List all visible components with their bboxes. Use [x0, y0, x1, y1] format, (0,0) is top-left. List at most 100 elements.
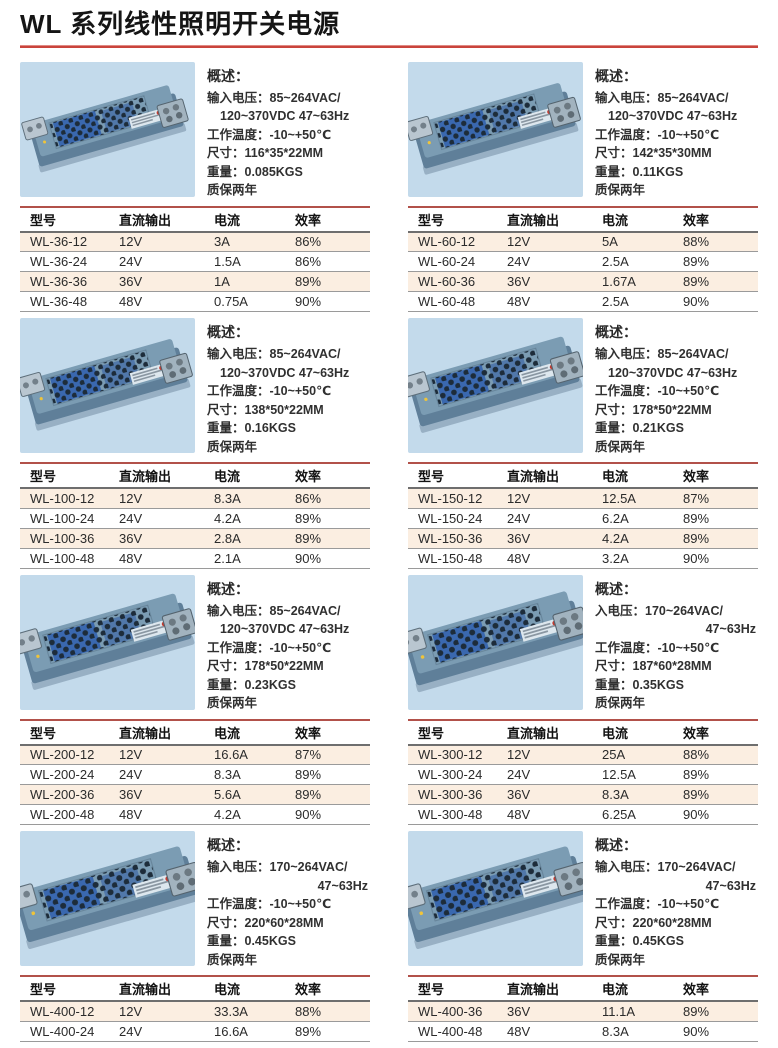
- model-cell: WL-200-24: [30, 767, 95, 782]
- current-cell: 1.67A: [602, 274, 636, 289]
- column-header: 型号: [20, 206, 119, 233]
- spec-line: 120~370VDC 47~63Hz: [220, 109, 350, 123]
- voltage-cell: 24V: [507, 767, 531, 782]
- efficiency-cell: 89%: [295, 767, 322, 782]
- table-row: WL-60-48 48V 2.5A 90%: [408, 292, 758, 312]
- spec-line: 工作温度：-10~+50℃: [595, 897, 720, 911]
- spec-table: 型号 直流输出 电流 效率 WL-60-12 12V 5A 88% WL-60-24 24V 2.…: [408, 205, 758, 312]
- table-row: WL-300-24 24V 12.5A 89%: [408, 765, 758, 785]
- spec-table: 型号 直流输出 电流 效率 WL-400-36 36V 11.1A 89% WL-400-48…: [408, 975, 758, 1042]
- table-header-row: 型号 直流输出 电流 效率: [20, 976, 370, 1002]
- column-header: 电流: [602, 463, 683, 489]
- spec-line: 尺寸：116*35*22MM: [207, 146, 324, 160]
- efficiency-cell: 89%: [683, 530, 710, 546]
- spec-line: 质保两年: [207, 183, 258, 197]
- product-photo: [20, 318, 195, 453]
- spec-table: 型号 直流输出 电流 效率 WL-150-12 12V 12.5A 87% WL-150-24…: [408, 462, 758, 569]
- spec-line: 尺寸：187*60*28MM: [595, 659, 712, 673]
- column-header: 效率: [295, 463, 370, 489]
- spec-line: 入电压：170~264VAC/: [595, 603, 723, 618]
- model-cell: WL-300-48: [418, 807, 483, 822]
- product-photo: [408, 61, 583, 197]
- current-cell: 16.6A: [214, 747, 248, 763]
- product-section-WL-200: 概述： 输入电压：85~264VAC/120~370VDC 47~63Hz 工作温…: [20, 574, 370, 825]
- spec-table: 型号 直流输出 电流 效率 WL-100-12 12V 8.3A 86% WL-100-24 2…: [20, 462, 370, 569]
- table-row: WL-300-48 48V 6.25A 90%: [408, 805, 758, 825]
- voltage-cell: 48V: [507, 1023, 531, 1039]
- model-cell: WL-60-24: [418, 254, 476, 269]
- spec-line: 重量：0.11KGS: [595, 164, 684, 179]
- efficiency-cell: 88%: [295, 1003, 322, 1019]
- section-top: 概述： 输入电压：170~264VAC/47~63Hz 工作温度：-10~+50℃…: [408, 831, 758, 973]
- model-cell: WL-200-48: [30, 807, 95, 822]
- column-header: 型号: [20, 976, 119, 1002]
- table-row: WL-200-12 12V 16.6A 87%: [20, 744, 370, 765]
- table-row: WL-60-36 36V 1.67A 89%: [408, 271, 758, 292]
- table-row: WL-100-12 12V 8.3A 86%: [20, 488, 370, 508]
- current-cell: 4.2A: [214, 510, 241, 526]
- spec-line: 输入电压：85~264VAC/: [595, 90, 729, 105]
- table-header-row: 型号 直流输出 电流 效率: [408, 206, 758, 233]
- overview-heading: 概述：: [595, 324, 637, 340]
- voltage-cell: 48V: [119, 294, 143, 309]
- column-header: 直流输出: [119, 719, 214, 746]
- efficiency-cell: 89%: [295, 1023, 322, 1039]
- model-cell: WL-36-36: [30, 274, 88, 289]
- product-section-WL-36: 概述： 输入电压：85~264VAC/120~370VDC 47~63Hz 工作温…: [20, 61, 370, 312]
- column-header: 电流: [214, 719, 295, 746]
- column-header: 型号: [408, 976, 507, 1002]
- product-description: 概述： 输入电压：85~264VAC/120~370VDC 47~63Hz 工作温…: [207, 318, 370, 460]
- product-description: 概述： 输入电压：170~264VAC/47~63Hz 工作温度：-10~+50℃…: [207, 831, 370, 973]
- spec-line: 质保两年: [595, 952, 646, 967]
- sections-grid: 概述： 输入电压：85~264VAC/120~370VDC 47~63Hz 工作温…: [20, 61, 758, 1048]
- model-cell: WL-300-36: [418, 787, 483, 802]
- model-cell: WL-150-12: [418, 490, 483, 506]
- model-cell: WL-100-36: [30, 530, 95, 546]
- voltage-cell: 36V: [507, 530, 531, 546]
- section-top: 概述： 输入电压：85~264VAC/120~370VDC 47~63Hz 工作温…: [408, 318, 758, 460]
- table-row: WL-60-12 12V 5A 88%: [408, 231, 758, 252]
- current-cell: 8.3A: [214, 490, 241, 506]
- column-header: 型号: [408, 206, 507, 233]
- spec-table: 型号 直流输出 电流 效率 WL-200-12 12V 16.6A 87% WL-200-24…: [20, 718, 370, 825]
- voltage-cell: 24V: [119, 510, 143, 526]
- section-top: 概述： 入电压：170~264VAC/47~63Hz 工作温度：-10~+50℃ 尺…: [408, 574, 758, 717]
- catalog-page: WL 系列线性照明开关电源 概述： 输入电压：85~264VAC/120~370…: [20, 9, 758, 1042]
- product-photo: [20, 61, 195, 197]
- column-header: 直流输出: [507, 206, 602, 233]
- spec-line: 工作温度：-10~+50℃: [595, 640, 720, 655]
- column-header: 电流: [214, 976, 295, 1002]
- table-row: WL-100-36 36V 2.8A 89%: [20, 528, 370, 548]
- voltage-cell: 12V: [507, 490, 531, 506]
- page-title: WL 系列线性照明开关电源: [20, 9, 341, 39]
- table-row: WL-150-24 24V 6.2A 89%: [408, 508, 758, 528]
- model-cell: WL-400-36: [418, 1003, 483, 1019]
- table-row: WL-200-36 36V 5.6A 89%: [20, 784, 370, 805]
- spec-line: 尺寸：178*50*22MM: [207, 659, 324, 673]
- column-header: 型号: [20, 463, 119, 489]
- spec-line: 工作温度：-10~+50℃: [207, 127, 332, 142]
- spec-line: 工作温度：-10~+50℃: [595, 127, 720, 142]
- current-cell: 12.5A: [602, 490, 636, 506]
- column-header: 效率: [295, 206, 370, 233]
- current-cell: 3A: [214, 234, 230, 250]
- overview-heading: 概述：: [207, 67, 249, 84]
- product-description: 概述： 入电压：170~264VAC/47~63Hz 工作温度：-10~+50℃ 尺…: [595, 575, 758, 717]
- spec-line: 120~370VDC 47~63Hz: [220, 365, 350, 380]
- overview-heading: 概述：: [207, 324, 249, 340]
- voltage-cell: 48V: [507, 294, 531, 309]
- current-cell: 5A: [602, 234, 618, 250]
- voltage-cell: 36V: [119, 787, 143, 802]
- voltage-cell: 36V: [507, 274, 531, 289]
- spec-line: 47~63Hz: [705, 622, 756, 636]
- spec-line: 尺寸：142*35*30MM: [595, 146, 712, 160]
- column-header: 效率: [683, 719, 758, 746]
- current-cell: 2.8A: [214, 530, 241, 546]
- current-cell: 1A: [214, 274, 230, 289]
- product-section-WL-60: 概述： 输入电压：85~264VAC/120~370VDC 47~63Hz 工作温…: [408, 61, 758, 312]
- spec-line: 输入电压：170~264VAC/: [595, 860, 736, 874]
- section-top: 概述： 输入电压：170~264VAC/47~63Hz 工作温度：-10~+50℃…: [20, 831, 370, 973]
- spec-line: 重量：0.085KGS: [207, 164, 303, 179]
- model-cell: WL-300-12: [418, 747, 483, 763]
- product-photo: [408, 574, 583, 710]
